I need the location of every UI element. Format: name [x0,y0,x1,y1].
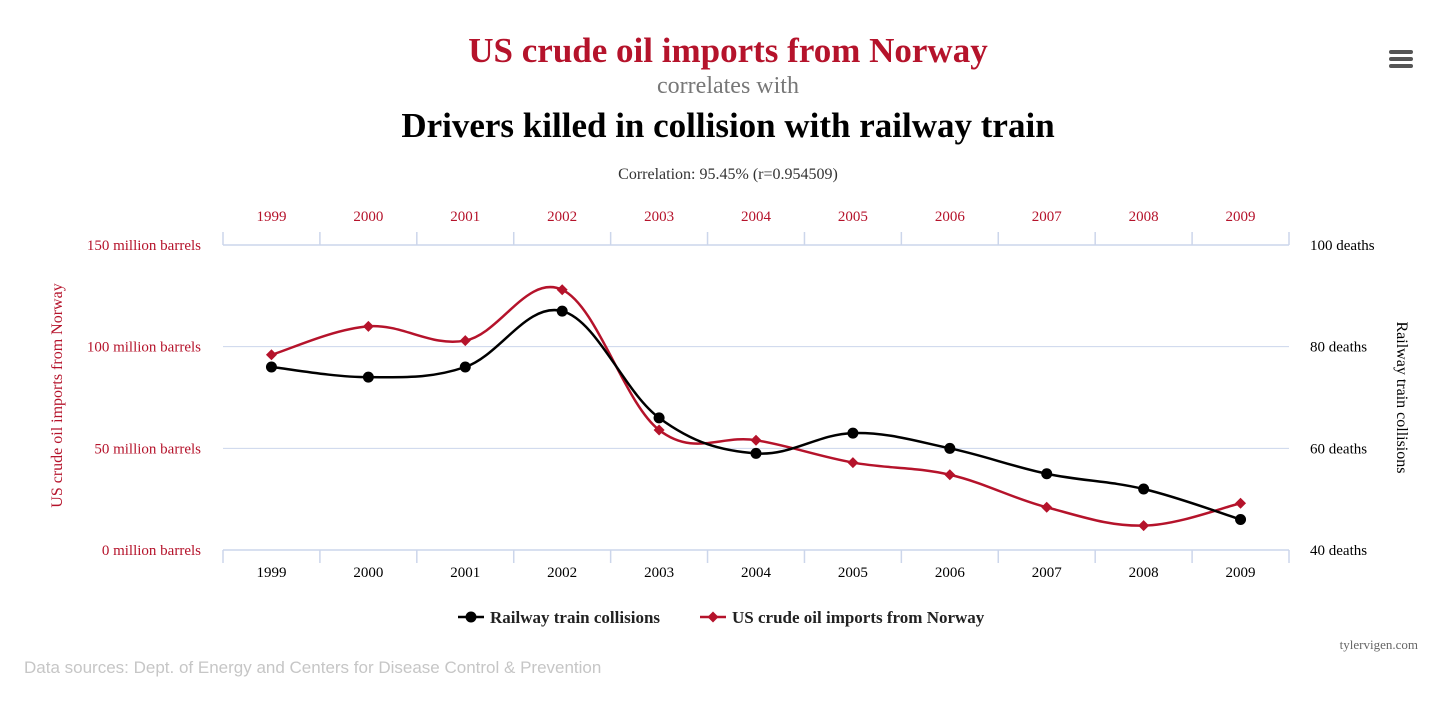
railway-collisions-point [750,447,762,459]
bottom-x-tick-label: 2000 [353,565,383,581]
top-x-tick-label: 2003 [644,209,674,225]
oil-imports-point [1235,497,1247,509]
railway-collisions-point [459,361,471,373]
legend-marker-collisions [465,611,477,623]
top-x-tick-label: 2008 [1129,209,1159,225]
legend-label-oil: US crude oil imports from Norway [732,608,985,627]
top-x-tick-label: 2002 [547,209,577,225]
legend-label-collisions: Railway train collisions [490,608,660,627]
data-sources-footer: Data sources: Dept. of Energy and Center… [24,658,602,677]
left-y-tick-label: 100 million barrels [87,340,201,356]
railway-collisions-point [265,361,277,373]
site-credit[interactable]: tylervigen.com [1339,637,1418,652]
oil-imports-point [459,335,471,347]
top-x-tick-label: 1999 [256,209,286,225]
bottom-x-tick-label: 1999 [256,565,286,581]
oil-imports-point [653,424,665,436]
railway-collisions-point [1235,514,1247,525]
chart-title: US crude oil imports from Norway [468,31,988,70]
oil-imports-point [847,457,859,469]
oil-imports-point [265,349,277,361]
hamburger-menu-icon[interactable] [1384,44,1418,74]
oil-imports-point [362,320,374,332]
railway-collisions-point [556,305,568,317]
bottom-x-tick-label: 2001 [450,565,480,581]
bottom-x-tick-label: 2002 [547,565,577,581]
right-y-tick-label: 40 deaths [1310,543,1367,559]
right-y-tick-label: 60 deaths [1310,441,1367,457]
left-y-tick-label: 50 million barrels [94,441,201,457]
top-x-tick-label: 2009 [1226,209,1256,225]
bottom-x-tick-label: 2004 [741,565,772,581]
bottom-x-tick-label: 2003 [644,565,674,581]
railway-collisions-point [944,442,956,454]
top-x-tick-label: 2000 [353,209,383,225]
railway-collisions-point [653,412,665,424]
railway-collisions-point [847,427,859,439]
oil-imports-point [944,469,956,481]
bottom-x-tick-label: 2009 [1226,565,1256,581]
legend-marker-oil [707,611,719,623]
right-y-tick-label: 100 deaths [1310,238,1375,254]
correlation-text: Correlation: 95.45% (r=0.954509) [618,166,838,183]
oil-imports-point [1138,520,1150,532]
railway-collisions-point [1138,483,1150,495]
railway-collisions-point [1041,468,1053,480]
oil-imports-line [271,285,1241,527]
right-y-axis-title: Railway train collisions [1393,322,1410,474]
oil-imports-point [556,284,568,296]
chart-connector: correlates with [657,73,799,99]
oil-imports-point [1041,501,1053,513]
left-y-axis-title: US crude oil imports from Norway [49,283,66,507]
top-x-tick-label: 2005 [838,209,868,225]
top-x-tick-label: 2007 [1032,209,1063,225]
left-y-tick-label: 150 million barrels [87,238,201,254]
bottom-x-tick-label: 2006 [935,565,966,581]
top-x-tick-label: 2006 [935,209,966,225]
bottom-x-tick-label: 2007 [1032,565,1063,581]
left-y-tick-label: 0 million barrels [102,543,201,559]
chart-title-2: Drivers killed in collision with railway… [401,106,1054,145]
oil-imports-point [750,434,762,446]
right-y-tick-label: 80 deaths [1310,340,1367,356]
railway-collisions-line [271,308,1241,521]
railway-collisions-point [362,371,374,383]
bottom-x-tick-label: 2008 [1129,565,1159,581]
bottom-x-tick-label: 2005 [838,565,868,581]
top-x-tick-label: 2004 [741,209,772,225]
top-x-tick-label: 2001 [450,209,480,225]
